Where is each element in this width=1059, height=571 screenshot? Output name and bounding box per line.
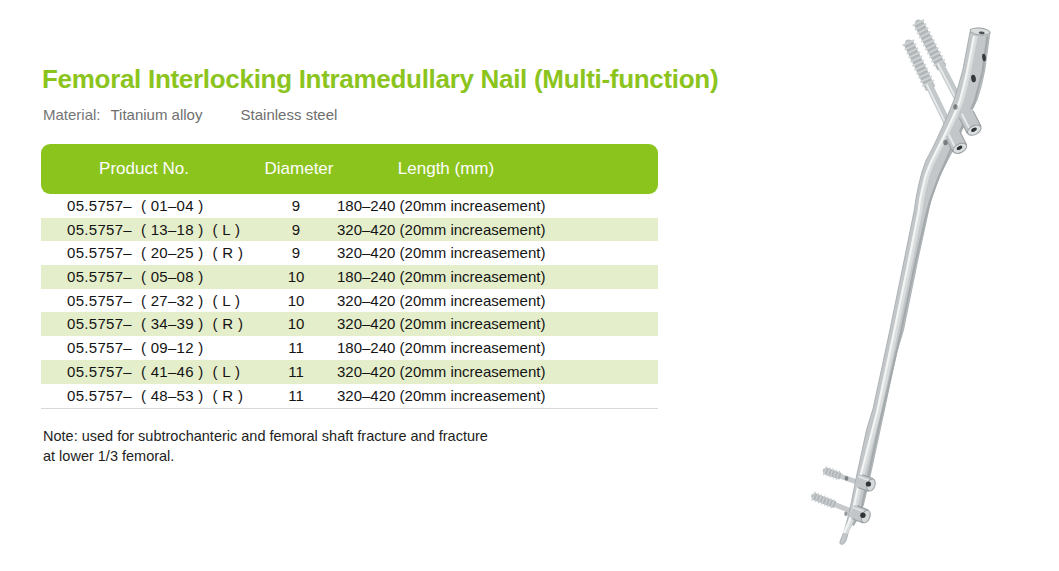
cell-diameter: 10 [246, 289, 346, 313]
table-row: 05.5757– ( 05–08 ) 10180–240 (20mm increa… [41, 265, 658, 289]
nail-body [840, 27, 990, 544]
table-row: 05.5757– ( 01–04 ) 9180–240 (20mm increas… [41, 194, 658, 218]
product-photo-femoral-nail [780, 0, 1059, 571]
col-product-no: Product No. [99, 144, 189, 194]
table-header: Product No. Diameter Length (mm) [41, 144, 658, 194]
cell-product-no: 05.5757– ( 27–32 ) ( L ) [67, 289, 240, 313]
note-line-1: Note: used for subtrochanteric and femor… [43, 427, 488, 447]
cell-product-no: 05.5757– ( 09–12 ) [67, 336, 204, 360]
table-row: 05.5757– ( 20–25 ) ( R )9320–420 (20mm i… [41, 241, 658, 265]
material-value-stainless: Stainless steel [241, 106, 338, 123]
cell-length: 320–420 (20mm increasement) [337, 384, 545, 408]
table-row: 05.5757– ( 13–18 ) ( L )9320–420 (20mm i… [41, 218, 658, 242]
cell-product-no: 05.5757– ( 13–18 ) ( L ) [67, 218, 240, 242]
cell-diameter: 11 [246, 384, 346, 408]
cell-length: 180–240 (20mm increasement) [337, 265, 545, 289]
note-line-2: at lower 1/3 femoral. [43, 447, 488, 467]
table-row: 05.5757– ( 41–46 ) ( L )11320–420 (20mm … [41, 360, 658, 384]
cell-length: 180–240 (20mm increasement) [337, 336, 545, 360]
cell-product-no: 05.5757– ( 34–39 ) ( R ) [67, 312, 243, 336]
material-value-titanium: Titanium alloy [110, 106, 202, 123]
cell-length: 320–420 (20mm increasement) [337, 360, 545, 384]
material-line: Material: Titanium alloy Stainless steel [43, 106, 337, 123]
cell-diameter: 10 [246, 312, 346, 336]
cell-product-no: 05.5757– ( 20–25 ) ( R ) [67, 241, 243, 265]
table-row: 05.5757– ( 48–53 ) ( R )11320–420 (20mm … [41, 384, 658, 408]
cell-length: 320–420 (20mm increasement) [337, 241, 545, 265]
cell-length: 320–420 (20mm increasement) [337, 218, 545, 242]
material-label: Material: [43, 106, 101, 123]
cell-diameter: 11 [246, 336, 346, 360]
cell-diameter: 10 [246, 265, 346, 289]
col-diameter: Diameter [265, 144, 334, 194]
table-row: 05.5757– ( 09–12 ) 11180–240 (20mm increa… [41, 336, 658, 360]
table-row: 05.5757– ( 27–32 ) ( L )10320–420 (20mm … [41, 289, 658, 313]
catalog-page: Femoral Interlocking Intramedullary Nail… [0, 0, 1059, 571]
cell-length: 180–240 (20mm increasement) [337, 194, 545, 218]
cell-product-no: 05.5757– ( 01–04 ) [67, 194, 204, 218]
cell-product-no: 05.5757– ( 41–46 ) ( L ) [67, 360, 240, 384]
cell-diameter: 9 [246, 241, 346, 265]
table-row: 05.5757– ( 34–39 ) ( R )10320–420 (20mm … [41, 312, 658, 336]
cell-length: 320–420 (20mm increasement) [337, 312, 545, 336]
page-title: Femoral Interlocking Intramedullary Nail… [42, 64, 718, 95]
table-body: 05.5757– ( 01–04 )9180–240 (20mm increas… [41, 194, 658, 407]
col-length: Length (mm) [398, 144, 494, 194]
distal-screw-lower-shaft [811, 494, 852, 512]
note-text: Note: used for subtrochanteric and femor… [43, 427, 488, 466]
cell-diameter: 11 [246, 360, 346, 384]
cell-diameter: 9 [246, 218, 346, 242]
cell-length: 320–420 (20mm increasement) [337, 289, 545, 313]
table-bottom-rule [41, 408, 658, 410]
cell-product-no: 05.5757– ( 05–08 ) [67, 265, 204, 289]
cell-diameter: 9 [246, 194, 346, 218]
cell-product-no: 05.5757– ( 48–53 ) ( R ) [67, 384, 243, 408]
distal-screw-upper-shaft [823, 468, 857, 482]
